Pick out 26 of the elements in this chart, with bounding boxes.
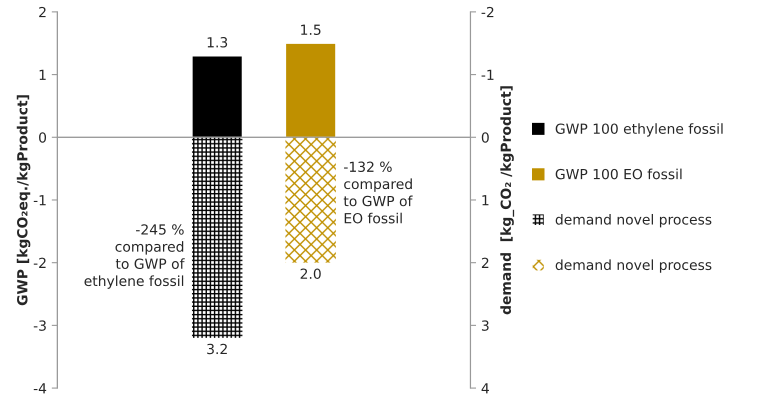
- data-label: 1.5: [301, 24, 320, 35]
- y2-tick-label: 4: [482, 383, 489, 394]
- y-tick-label: 2: [39, 6, 46, 18]
- y2-tick-label: -2: [482, 6, 494, 18]
- y2-axis-title: demand [kg_CO₂ /kgProduct]: [500, 86, 514, 314]
- y2-tick-label: 1: [482, 195, 488, 206]
- y-tick-label: -3: [34, 320, 46, 331]
- legend-label: GWP 100 ethylene fossil: [556, 123, 723, 137]
- y-tick-label: 1: [40, 70, 46, 80]
- y-tick-label: -1: [34, 195, 46, 206]
- legend-label: demand novel process: [556, 259, 712, 273]
- data-label: 2.0: [300, 268, 321, 279]
- legend-label: GWP 100 EO fossil: [556, 168, 682, 180]
- y2-tick-label: -1: [482, 70, 494, 80]
- y-tick-label: -4: [34, 383, 46, 394]
- y-axis-title: GWP [kgCO₂eq./kgProduct]: [16, 95, 30, 306]
- annotation: -132 % compared to GWP of EO fossil: [344, 162, 413, 224]
- y-tick-label: 0: [39, 132, 46, 143]
- y2-tick-label: 2: [482, 258, 488, 268]
- y2-tick-label: 0: [482, 132, 489, 143]
- data-label: 3.2: [207, 344, 227, 354]
- annotation: -245 % compared to GWP of ethylene fossil: [84, 224, 185, 289]
- y-tick-label: -2: [34, 258, 46, 268]
- data-label: 1.3: [208, 37, 228, 48]
- legend-label: demand novel process: [556, 214, 712, 228]
- y2-tick-label: 3: [482, 320, 489, 331]
